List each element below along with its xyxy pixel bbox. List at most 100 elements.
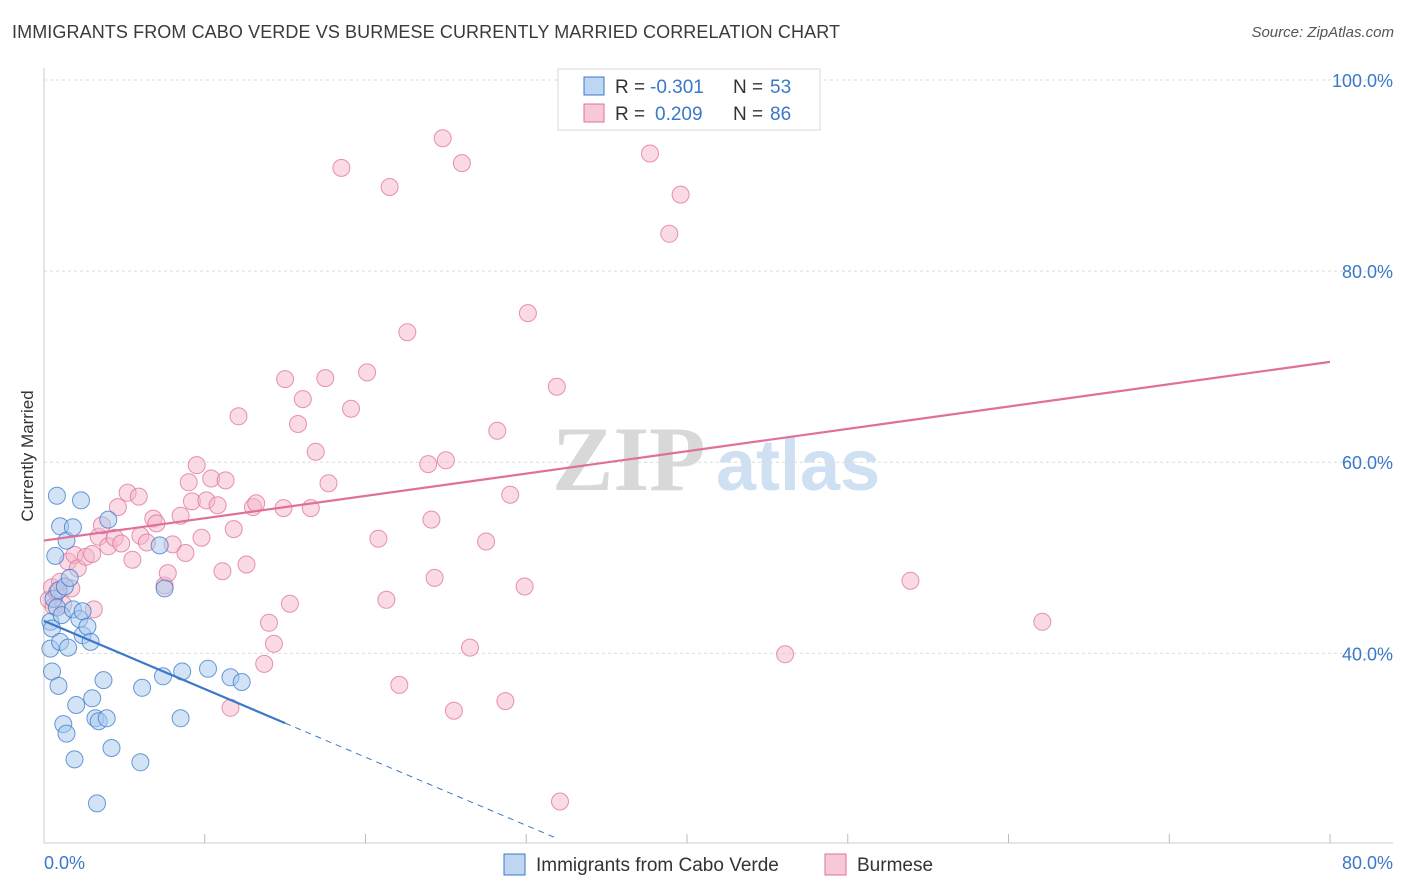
stats-legend: R = -0.301 N = 53 R = 0.209 N = 86 <box>557 68 821 131</box>
data-point-burmese <box>108 498 127 517</box>
data-point-burmese <box>377 590 396 609</box>
data-point-cabo-verde <box>131 753 150 772</box>
chart-title: IMMIGRANTS FROM CABO VERDE VS BURMESE CU… <box>12 22 841 42</box>
data-point-burmese <box>224 520 243 539</box>
data-point-burmese <box>123 550 142 569</box>
trend-lines <box>43 360 1331 840</box>
data-point-cabo-verde <box>78 617 97 636</box>
data-point-cabo-verde <box>155 579 174 598</box>
data-point-burmese <box>289 415 307 433</box>
data-point-burmese <box>380 178 399 196</box>
data-point-burmese <box>129 487 148 506</box>
bottom-legend-swatch-pink <box>824 853 847 876</box>
series-cabo-verde <box>41 486 251 813</box>
legend-r-label-2: R = <box>615 104 645 125</box>
data-point-burmese <box>192 528 211 547</box>
data-point-burmese <box>901 571 920 590</box>
data-point-burmese <box>319 474 338 493</box>
data-point-burmese <box>501 485 520 504</box>
data-point-burmese <box>342 399 360 418</box>
data-point-burmese <box>398 323 417 342</box>
data-point-burmese <box>306 442 325 461</box>
data-point-burmese <box>390 675 409 694</box>
data-point-burmese <box>229 407 248 426</box>
x-tick-label-min: 0.0% <box>44 853 85 873</box>
legend-swatch-pink <box>583 103 605 123</box>
y-tick-label: 100.0% <box>1332 71 1393 91</box>
data-point-cabo-verde <box>67 696 86 714</box>
data-point-burmese <box>422 510 441 529</box>
legend-r-value-1: -0.301 <box>650 77 704 98</box>
data-point-burmese <box>515 577 534 596</box>
data-point-burmese <box>176 544 195 562</box>
x-tick-label-max: 80.0% <box>1342 853 1393 873</box>
x-axis-ticks <box>204 834 1331 843</box>
y-axis-tick-labels: 40.0% 60.0% 80.0% 100.0% <box>1332 71 1393 664</box>
data-point-cabo-verde <box>72 491 90 510</box>
bottom-legend-swatch-blue <box>503 853 526 876</box>
data-point-burmese <box>187 456 206 475</box>
data-point-burmese <box>179 473 198 492</box>
data-point-burmese <box>496 692 515 711</box>
data-point-cabo-verde <box>102 739 121 757</box>
legend-r-value-2: 0.209 <box>655 104 703 125</box>
data-point-cabo-verde <box>63 518 82 537</box>
series-legend: Immigrants from Cabo Verde Burmese <box>503 853 933 876</box>
data-point-cabo-verde <box>88 794 106 813</box>
legend-n-label-2: N = <box>733 104 763 125</box>
data-point-burmese <box>518 304 537 323</box>
data-point-burmese <box>488 421 507 440</box>
data-point-cabo-verde <box>199 659 217 678</box>
trend-line-cabo-verde <box>43 619 286 725</box>
series-burmese <box>39 129 1052 811</box>
data-point-cabo-verde <box>46 546 65 565</box>
data-point-cabo-verde <box>232 673 251 691</box>
trend-line-cabo-verde-extension <box>284 722 559 840</box>
data-point-burmese <box>641 144 659 163</box>
data-point-cabo-verde <box>83 689 102 708</box>
legend-r-label-1: R = <box>615 77 645 98</box>
data-point-burmese <box>264 634 283 653</box>
data-point-burmese <box>547 377 566 396</box>
data-point-burmese <box>208 496 227 515</box>
data-point-burmese <box>293 390 312 409</box>
data-point-burmese <box>216 471 235 490</box>
data-point-burmese <box>213 562 232 581</box>
trend-line-burmese <box>43 360 1331 542</box>
data-point-cabo-verde <box>60 568 79 587</box>
data-point-burmese <box>237 555 256 574</box>
data-point-burmese <box>358 363 377 382</box>
data-point-burmese <box>444 701 463 720</box>
data-point-cabo-verde <box>94 671 113 690</box>
data-point-cabo-verde <box>49 676 68 695</box>
data-point-burmese <box>260 613 278 632</box>
data-point-burmese <box>316 369 335 388</box>
data-point-cabo-verde <box>73 602 92 621</box>
data-point-burmese <box>425 568 444 587</box>
legend-n-label-1: N = <box>733 77 763 98</box>
data-point-burmese <box>1033 612 1052 631</box>
bottom-legend-label-cabo-verde: Immigrants from Cabo Verde <box>536 855 779 876</box>
y-tick-label: 40.0% <box>1342 644 1393 664</box>
data-point-cabo-verde <box>171 709 190 728</box>
data-point-burmese <box>461 638 479 657</box>
data-point-cabo-verde <box>47 486 66 505</box>
data-point-burmese <box>776 645 795 664</box>
y-tick-label: 60.0% <box>1342 453 1393 473</box>
data-point-burmese <box>276 370 295 389</box>
data-point-cabo-verde <box>81 632 100 651</box>
y-tick-label: 80.0% <box>1342 262 1393 282</box>
data-point-cabo-verde <box>133 678 152 697</box>
data-point-burmese <box>83 545 102 563</box>
data-point-burmese <box>477 532 496 551</box>
legend-n-value-1: 53 <box>770 77 791 98</box>
data-point-burmese <box>660 224 679 243</box>
data-point-burmese <box>332 158 351 177</box>
data-point-burmese <box>158 564 177 583</box>
data-point-burmese <box>369 529 388 548</box>
data-point-burmese <box>433 129 452 148</box>
data-point-burmese <box>280 594 299 613</box>
chart-source: Source: ZipAtlas.com <box>1251 24 1394 41</box>
